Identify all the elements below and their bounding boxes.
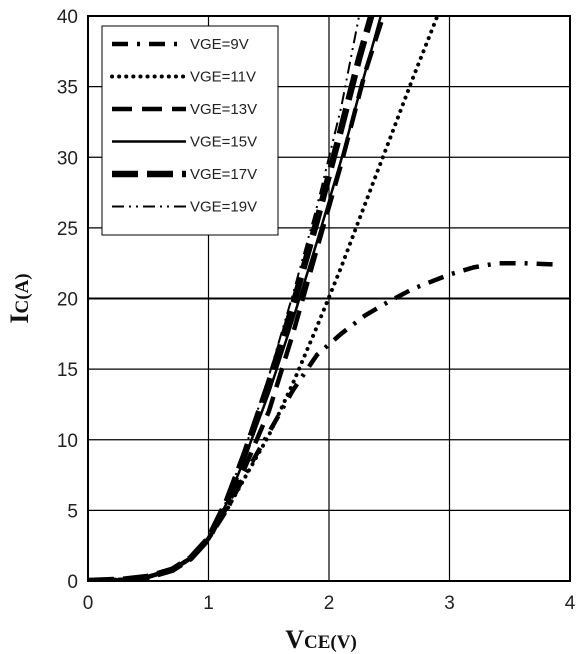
legend-item: VGE=17V: [112, 166, 257, 183]
y-tick-label: 40: [57, 7, 78, 28]
legend-label: VGE=9V: [190, 36, 249, 53]
x-axis-title-sub: CE(V): [304, 632, 357, 653]
y-axis-title-sub: C(A): [12, 273, 33, 313]
x-axis-title: VCE(V): [285, 625, 357, 654]
legend-box: [101, 25, 279, 236]
legend-label: VGE=13V: [190, 101, 257, 118]
y-tick-label: 25: [57, 219, 78, 240]
x-tick-label: 4: [565, 593, 576, 614]
x-tick-label: 3: [444, 593, 455, 614]
legend-item: VGE=15V: [112, 134, 257, 151]
legend-items: VGE=9V VGE=11V VGE=13V VGE=15V VGE=17V VGE=19…: [110, 36, 257, 216]
x-tick-labels: 0 1 2 3 4: [83, 593, 576, 614]
y-tick-label: 30: [57, 148, 78, 169]
y-axis-title-main: I: [5, 313, 34, 323]
legend: VGE=9V VGE=11V VGE=13V VGE=15V VGE=17V VGE=19…: [101, 25, 279, 236]
legend-label: VGE=11V: [190, 69, 256, 86]
y-tick-label: 15: [57, 360, 78, 381]
series-line-vge-19v: [88, 16, 361, 581]
x-axis-title-main: V: [285, 625, 304, 654]
x-tick-label: 2: [324, 593, 335, 614]
y-tick-label: 0: [67, 572, 78, 593]
plot-frame: [87, 15, 571, 582]
legend-label: VGE=15V: [190, 134, 257, 151]
legend-item: VGE=19V: [112, 199, 257, 216]
y-tick-label: 20: [57, 290, 78, 311]
x-tick-label: 0: [83, 593, 94, 614]
series-layer: [88, 16, 559, 581]
y-tick-labels: 0 5 10 15 20 25 30 35 40: [57, 7, 78, 593]
legend-item: VGE=11V: [110, 69, 256, 86]
legend-label: VGE=19V: [190, 199, 257, 216]
x-tick-label: 1: [203, 593, 214, 614]
legend-item: VGE=13V: [112, 101, 257, 118]
legend-item: VGE=9V: [112, 36, 249, 53]
y-tick-label: 35: [57, 78, 78, 99]
y-tick-label: 5: [67, 501, 78, 522]
series-line-vge-17v: [88, 16, 375, 581]
legend-label: VGE=17V: [190, 166, 257, 183]
y-axis-title: IC(A): [5, 273, 34, 323]
y-tick-label: 10: [57, 431, 78, 452]
